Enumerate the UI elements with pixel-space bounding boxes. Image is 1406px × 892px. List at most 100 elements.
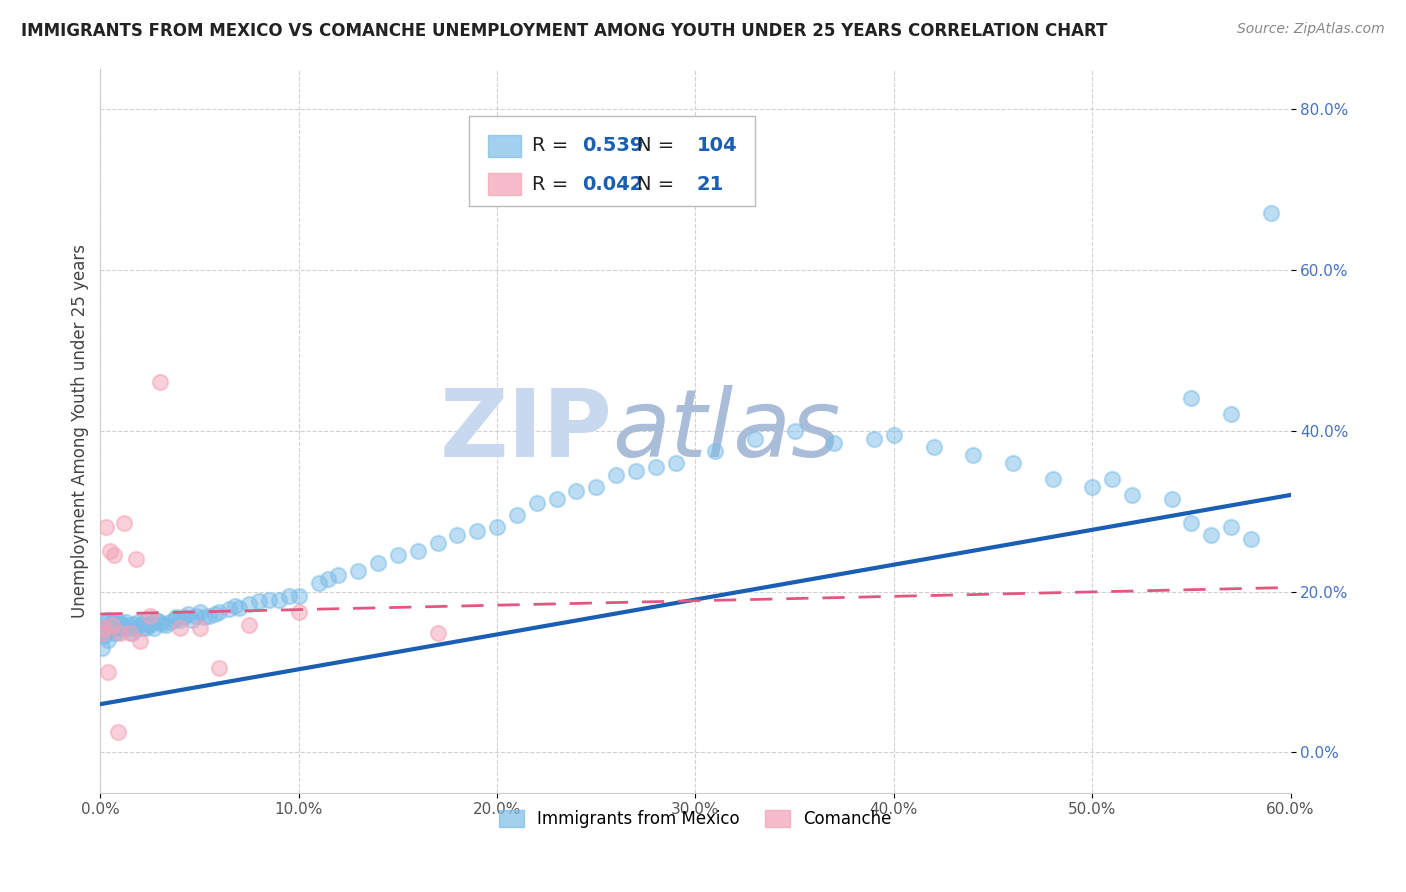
Point [406, 544, 429, 558]
Point [1121, 488, 1143, 502]
Point [121, 626, 143, 640]
Point [287, 589, 309, 603]
Point [1180, 392, 1202, 406]
Point [97, 613, 120, 627]
Text: 104: 104 [696, 136, 737, 155]
Point [1160, 491, 1182, 506]
Point [98, 618, 121, 632]
Point [1081, 480, 1104, 494]
Point [1220, 520, 1243, 534]
Point [863, 432, 886, 446]
Point [783, 424, 806, 438]
Text: 21: 21 [696, 175, 724, 194]
Point [145, 613, 167, 627]
Point [169, 613, 191, 627]
Point [101, 621, 124, 635]
Point [208, 605, 231, 619]
Point [188, 605, 211, 619]
Point [105, 615, 128, 629]
Point [120, 626, 142, 640]
Point [101, 618, 124, 632]
Point [98, 623, 121, 637]
Text: IMMIGRANTS FROM MEXICO VS COMANCHE UNEMPLOYMENT AMONG YOUTH UNDER 25 YEARS CORRE: IMMIGRANTS FROM MEXICO VS COMANCHE UNEMP… [21, 22, 1108, 40]
Point [108, 621, 131, 635]
Point [125, 621, 148, 635]
Point [112, 621, 135, 635]
Point [111, 618, 134, 632]
Point [922, 440, 945, 454]
Point [103, 626, 125, 640]
Point [247, 594, 270, 608]
Point [120, 621, 142, 635]
Point [91, 626, 114, 640]
Point [101, 615, 124, 629]
Point [605, 467, 627, 482]
Point [204, 607, 226, 621]
Point [108, 615, 131, 629]
Point [744, 432, 766, 446]
Point [188, 621, 211, 635]
Point [165, 610, 187, 624]
Point [962, 448, 984, 462]
Point [97, 665, 120, 679]
Point [180, 613, 202, 627]
Text: R =: R = [533, 175, 575, 194]
Point [122, 616, 145, 631]
Point [1101, 472, 1123, 486]
Point [96, 626, 118, 640]
Point [446, 528, 468, 542]
Point [125, 552, 148, 566]
Point [91, 624, 114, 639]
Text: ZIP: ZIP [439, 384, 612, 476]
Point [91, 640, 114, 655]
FancyBboxPatch shape [470, 116, 755, 206]
Point [184, 608, 207, 623]
Point [565, 483, 588, 498]
Point [387, 549, 409, 563]
Point [1180, 516, 1202, 530]
Point [159, 615, 181, 629]
Point [704, 443, 727, 458]
Legend: Immigrants from Mexico, Comanche: Immigrants from Mexico, Comanche [492, 804, 898, 835]
Point [98, 544, 121, 558]
Point [665, 456, 688, 470]
Point [149, 376, 172, 390]
Point [107, 616, 129, 631]
Point [136, 616, 159, 631]
Point [1001, 456, 1024, 470]
Point [129, 618, 152, 632]
Point [135, 621, 157, 635]
Point [367, 557, 389, 571]
Point [526, 496, 548, 510]
Point [93, 621, 115, 635]
Point [1042, 472, 1064, 486]
Point [506, 508, 529, 522]
Text: N =: N = [637, 175, 681, 194]
Point [823, 435, 845, 450]
Point [108, 626, 131, 640]
Point [347, 565, 370, 579]
FancyBboxPatch shape [488, 173, 520, 195]
Point [1260, 206, 1282, 220]
Point [218, 602, 240, 616]
Point [139, 608, 162, 623]
Point [150, 616, 173, 631]
Point [131, 621, 153, 635]
Point [132, 615, 155, 629]
Point [96, 615, 118, 629]
Point [117, 618, 139, 632]
Point [139, 618, 162, 632]
Point [644, 459, 666, 474]
Point [169, 621, 191, 635]
Point [238, 597, 260, 611]
Point [115, 615, 138, 629]
Point [426, 536, 449, 550]
Point [318, 573, 340, 587]
Point [103, 549, 125, 563]
Y-axis label: Unemployment Among Youth under 25 years: Unemployment Among Youth under 25 years [72, 244, 89, 617]
Point [238, 618, 260, 632]
Point [103, 618, 125, 632]
Text: 0.042: 0.042 [582, 175, 644, 194]
Point [105, 621, 128, 635]
Point [257, 592, 280, 607]
